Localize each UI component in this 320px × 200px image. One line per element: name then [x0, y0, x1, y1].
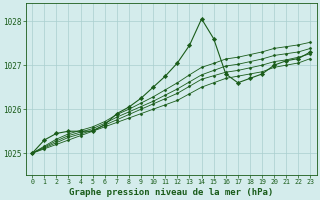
X-axis label: Graphe pression niveau de la mer (hPa): Graphe pression niveau de la mer (hPa) — [69, 188, 274, 197]
